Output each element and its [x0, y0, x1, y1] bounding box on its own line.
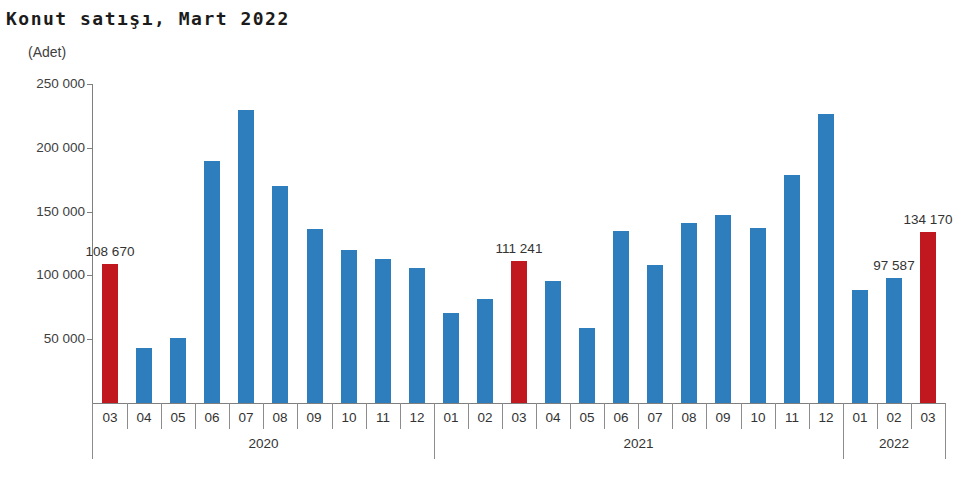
month-label: 04 [127, 410, 161, 425]
bar-2021-09 [715, 215, 731, 403]
bar-2020-03 [102, 264, 118, 403]
year-label: 2020 [93, 436, 434, 451]
month-label: 05 [570, 410, 604, 425]
plot-area: 50 000 100 000 150 000 200 000 250 000 108 67… [0, 0, 973, 490]
bar-2021-03 [511, 261, 527, 403]
month-label: 02 [468, 410, 502, 425]
bar-value-label: 134 170 [868, 212, 973, 227]
year-label: 2022 [843, 436, 945, 451]
bar-2022-01 [852, 290, 868, 403]
bar-2020-11 [375, 259, 391, 403]
month-label: 09 [297, 410, 331, 425]
x-axis-line [92, 403, 946, 404]
bar-2021-06 [613, 231, 629, 403]
month-label: 01 [434, 410, 468, 425]
month-label: 08 [263, 410, 297, 425]
bar-2020-12 [409, 268, 425, 403]
bar-2020-04 [136, 348, 152, 403]
bar-2020-05 [170, 338, 186, 403]
bar-2021-04 [545, 281, 561, 403]
month-label: 06 [195, 410, 229, 425]
bar-2021-12 [818, 114, 834, 403]
month-label: 08 [672, 410, 706, 425]
y-axis-tick [87, 148, 93, 149]
y-axis-tick [87, 84, 93, 85]
year-separator [945, 403, 946, 459]
month-label: 09 [706, 410, 740, 425]
bar-value-label: 108 670 [50, 244, 170, 259]
month-label: 12 [400, 410, 434, 425]
bar-2021-11 [784, 175, 800, 403]
bar-2021-05 [579, 328, 595, 403]
bar-2020-08 [272, 186, 288, 403]
month-label: 07 [229, 410, 263, 425]
y-axis-tick [87, 275, 93, 276]
month-label: 05 [161, 410, 195, 425]
bar-2022-02 [886, 278, 902, 403]
bar-2021-07 [647, 265, 663, 403]
bar-2020-06 [204, 161, 220, 403]
bar-2021-02 [477, 299, 493, 403]
month-label: 03 [911, 410, 945, 425]
month-label: 11 [775, 410, 809, 425]
y-axis-tick-label: 250 000 [8, 76, 85, 91]
month-label: 06 [604, 410, 638, 425]
month-label: 07 [638, 410, 672, 425]
y-axis-tick-label: 200 000 [8, 140, 85, 155]
chart-canvas: Konut satışı, Mart 2022 (Adet) 50 000100… [0, 0, 973, 490]
month-label: 04 [536, 410, 570, 425]
bar-2021-08 [681, 223, 697, 403]
month-label: 02 [877, 410, 911, 425]
bar-2020-07 [238, 110, 254, 403]
y-axis-tick [87, 339, 93, 340]
month-label: 03 [93, 410, 127, 425]
month-label: 12 [809, 410, 843, 425]
month-label: 10 [741, 410, 775, 425]
bar-value-label: 111 241 [459, 241, 579, 256]
month-label: 10 [332, 410, 366, 425]
month-label: 03 [502, 410, 536, 425]
month-label: 01 [843, 410, 877, 425]
y-axis-tick [87, 212, 93, 213]
bar-2021-01 [443, 313, 459, 403]
bar-value-label: 97 587 [834, 258, 954, 273]
y-axis-tick-label: 50 000 [8, 331, 85, 346]
y-axis-tick-label: 100 000 [8, 267, 85, 282]
bar-2020-09 [307, 229, 323, 403]
year-label: 2021 [434, 436, 843, 451]
bar-2021-10 [750, 228, 766, 403]
y-axis-tick-label: 150 000 [8, 204, 85, 219]
month-label: 11 [366, 410, 400, 425]
bar-2020-10 [341, 250, 357, 403]
